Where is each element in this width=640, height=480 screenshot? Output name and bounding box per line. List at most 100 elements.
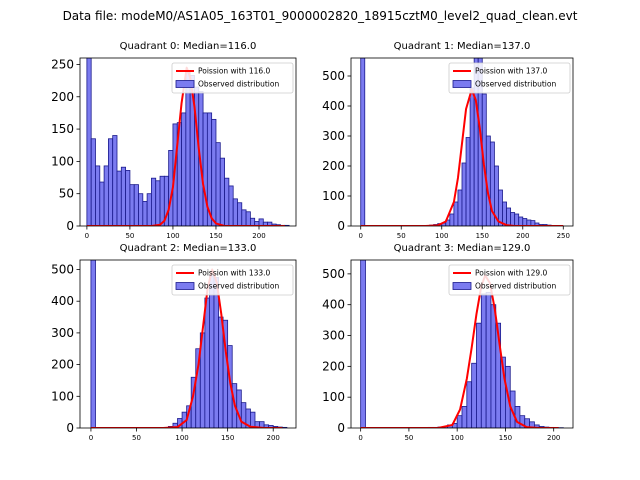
y-tick-label: 500 bbox=[322, 267, 345, 281]
histogram-bar bbox=[159, 175, 165, 226]
legend-patch-swatch bbox=[175, 80, 195, 88]
histogram-bar bbox=[129, 184, 135, 226]
histogram-bar bbox=[146, 193, 152, 226]
histogram-bar bbox=[133, 184, 139, 226]
histogram-bar bbox=[204, 297, 210, 428]
y-tick-label: 500 bbox=[322, 69, 345, 83]
histogram-bar bbox=[514, 213, 520, 226]
poisson-curve bbox=[360, 88, 564, 226]
legend-patch-swatch bbox=[175, 282, 195, 290]
figure-suptitle: Data file: modeM0/AS1A05_163T01_90000028… bbox=[63, 9, 578, 23]
y-tick-label: 0 bbox=[337, 421, 345, 435]
histogram-bar bbox=[471, 362, 477, 428]
subplot-title: Quadrant 3: Median=129.0 bbox=[394, 243, 531, 254]
x-tick-label: 200 bbox=[252, 232, 265, 240]
x-tick-label: 200 bbox=[516, 232, 529, 240]
legend: Poission with 133.0 Observed distribution bbox=[171, 264, 294, 296]
histogram-bar bbox=[506, 207, 512, 226]
histogram-bar bbox=[232, 198, 238, 226]
x-tick-label: 0 bbox=[358, 232, 362, 240]
legend-patch-swatch bbox=[452, 282, 472, 290]
x-tick-label: 50 bbox=[132, 434, 141, 442]
x-tick-label: 150 bbox=[499, 434, 512, 442]
histogram-bar bbox=[485, 291, 492, 428]
histogram-bar bbox=[250, 411, 256, 428]
histogram-bar bbox=[522, 218, 528, 226]
x-tick-label: 0 bbox=[358, 434, 362, 442]
x-tick-label: 200 bbox=[267, 434, 280, 442]
histogram-bar bbox=[237, 202, 243, 226]
y-tick-label: 100 bbox=[51, 154, 74, 168]
x-tick-label: 150 bbox=[221, 434, 234, 442]
histogram-bar bbox=[502, 201, 507, 226]
histogram-bar bbox=[125, 170, 131, 226]
y-tick-label: 200 bbox=[322, 159, 345, 173]
histogram-bar bbox=[219, 157, 225, 226]
subplot-title: Quadrant 2: Median=133.0 bbox=[120, 243, 257, 254]
x-tick-label: 150 bbox=[476, 232, 489, 240]
panel-quadrant-0: Quadrant 0: Median=116.0 0 50 100 150 200 250 0… bbox=[51, 41, 297, 240]
y-tick-label: 0 bbox=[337, 219, 345, 233]
y-tick-label: 100 bbox=[322, 189, 345, 203]
histogram-bar bbox=[449, 213, 455, 226]
histogram-bar bbox=[90, 260, 96, 428]
axes-frame bbox=[350, 259, 574, 429]
histogram-bar bbox=[228, 185, 234, 226]
legend: Poission with 116.0 Observed distribution bbox=[171, 62, 294, 94]
x-tick-label: 100 bbox=[175, 434, 188, 442]
legend-label: Observed distribution bbox=[475, 282, 556, 291]
y-tick-label: 200 bbox=[322, 359, 345, 373]
histogram-bar bbox=[209, 275, 215, 428]
legend-label: Observed distribution bbox=[198, 80, 279, 89]
histogram-bar bbox=[360, 58, 366, 226]
legend-box bbox=[171, 62, 294, 94]
legend-label: Poission with 116.0 bbox=[198, 67, 271, 76]
x-tick-label: 50 bbox=[125, 232, 134, 240]
y-tick-label: 500 bbox=[51, 263, 74, 277]
histogram-bar bbox=[469, 87, 475, 226]
x-tick-label: 150 bbox=[209, 232, 222, 240]
histogram-bar bbox=[185, 71, 191, 226]
legend-box bbox=[448, 62, 571, 94]
histogram-bar bbox=[120, 166, 127, 226]
histogram-bar bbox=[466, 381, 473, 428]
histogram-bar bbox=[241, 209, 247, 226]
histogram-bar bbox=[86, 58, 92, 226]
y-tick-label: 300 bbox=[51, 326, 74, 340]
legend-box bbox=[171, 264, 294, 296]
y-tick-label: 150 bbox=[51, 122, 74, 136]
legend-label: Poission with 129.0 bbox=[475, 269, 548, 278]
y-tick-label: 0 bbox=[66, 421, 74, 435]
histogram-bar bbox=[258, 218, 264, 226]
legend: Poission with 137.0 Observed distribution bbox=[448, 62, 571, 94]
legend-label: Poission with 137.0 bbox=[475, 67, 548, 76]
histogram-bar bbox=[95, 165, 101, 226]
legend-label: Observed distribution bbox=[475, 80, 556, 89]
subplot-title: Quadrant 1: Median=137.0 bbox=[394, 41, 531, 52]
panel-quadrant-3: Quadrant 3: Median=129.00100200300400500… bbox=[322, 243, 574, 442]
histogram-bar bbox=[215, 142, 221, 226]
histogram-bar bbox=[465, 137, 471, 226]
legend-box bbox=[448, 264, 571, 296]
histogram-bar bbox=[476, 322, 482, 428]
histogram-bar bbox=[138, 193, 144, 226]
y-tick-label: 400 bbox=[51, 294, 74, 308]
histogram-bar bbox=[249, 217, 256, 226]
histogram-bar bbox=[453, 201, 459, 226]
histogram-bar bbox=[116, 170, 122, 226]
histogram-bar bbox=[202, 112, 208, 226]
histogram-bar bbox=[490, 304, 497, 428]
histogram-bar bbox=[461, 406, 468, 428]
y-tick-label: 400 bbox=[322, 298, 345, 312]
x-tick-label: 100 bbox=[450, 434, 463, 442]
y-tick-label: 50 bbox=[59, 187, 74, 201]
histogram-bar bbox=[360, 260, 366, 428]
axes-frame bbox=[350, 57, 574, 227]
histogram-bar bbox=[99, 181, 105, 226]
histogram-bar bbox=[480, 293, 487, 428]
y-tick-label: 100 bbox=[322, 390, 345, 404]
y-tick-label: 200 bbox=[51, 358, 74, 372]
histogram-bar bbox=[457, 189, 463, 226]
histogram-bar bbox=[112, 135, 118, 226]
